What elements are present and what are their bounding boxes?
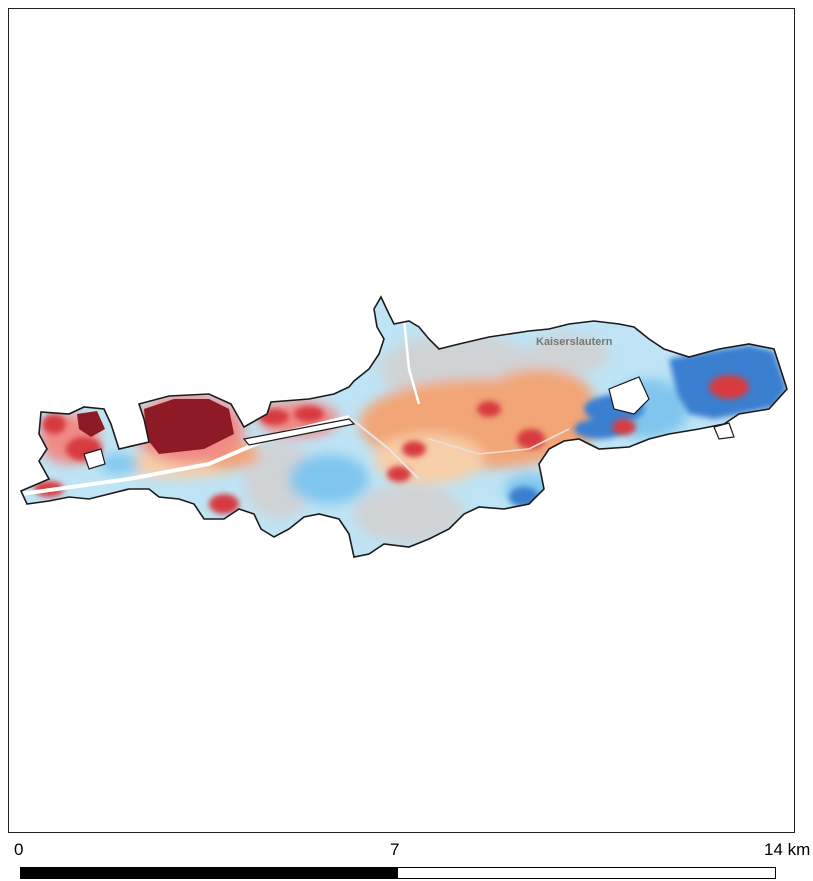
orange-core	[484, 369, 594, 429]
gray-patch	[529, 334, 609, 374]
hole	[608, 376, 650, 415]
scale-bar	[20, 867, 776, 879]
red-hotspot	[42, 414, 66, 434]
road-line	[402, 318, 421, 405]
scale-bar-filled-segment	[21, 868, 398, 878]
red-hotspot	[709, 375, 749, 399]
dark-red-block	[77, 411, 105, 437]
gray-patch	[244, 439, 314, 519]
red-hotspot	[259, 409, 289, 425]
hole	[242, 418, 356, 446]
map-heat-layer: Kaiserslautern	[21, 297, 787, 557]
red-hotspot	[209, 494, 239, 514]
scale-label-start: 0	[14, 840, 24, 859]
sky-blue-patch	[99, 454, 139, 474]
red-hotspot	[517, 429, 545, 449]
gray-patch	[354, 484, 464, 544]
red-hotspot	[477, 401, 501, 417]
heat-map[interactable]: Kaiserslautern	[9, 9, 796, 834]
red-hotspot	[387, 466, 411, 482]
dark-blue-area	[509, 487, 539, 507]
red-hotspot	[294, 406, 324, 422]
dark-red-block	[144, 399, 234, 454]
scale-label-mid: 7	[390, 840, 400, 859]
dark-blue-area	[574, 419, 624, 439]
hole	[83, 448, 106, 470]
sky-blue-patch	[289, 454, 369, 504]
red-hotspot	[402, 441, 426, 457]
place-label: Kaiserslautern	[536, 336, 613, 348]
red-hotspot	[612, 419, 636, 435]
scale-label-end: 14 km	[764, 840, 811, 859]
road-line	[348, 416, 420, 480]
map-frame: Kaiserslautern	[8, 8, 795, 833]
road-line	[428, 428, 570, 455]
